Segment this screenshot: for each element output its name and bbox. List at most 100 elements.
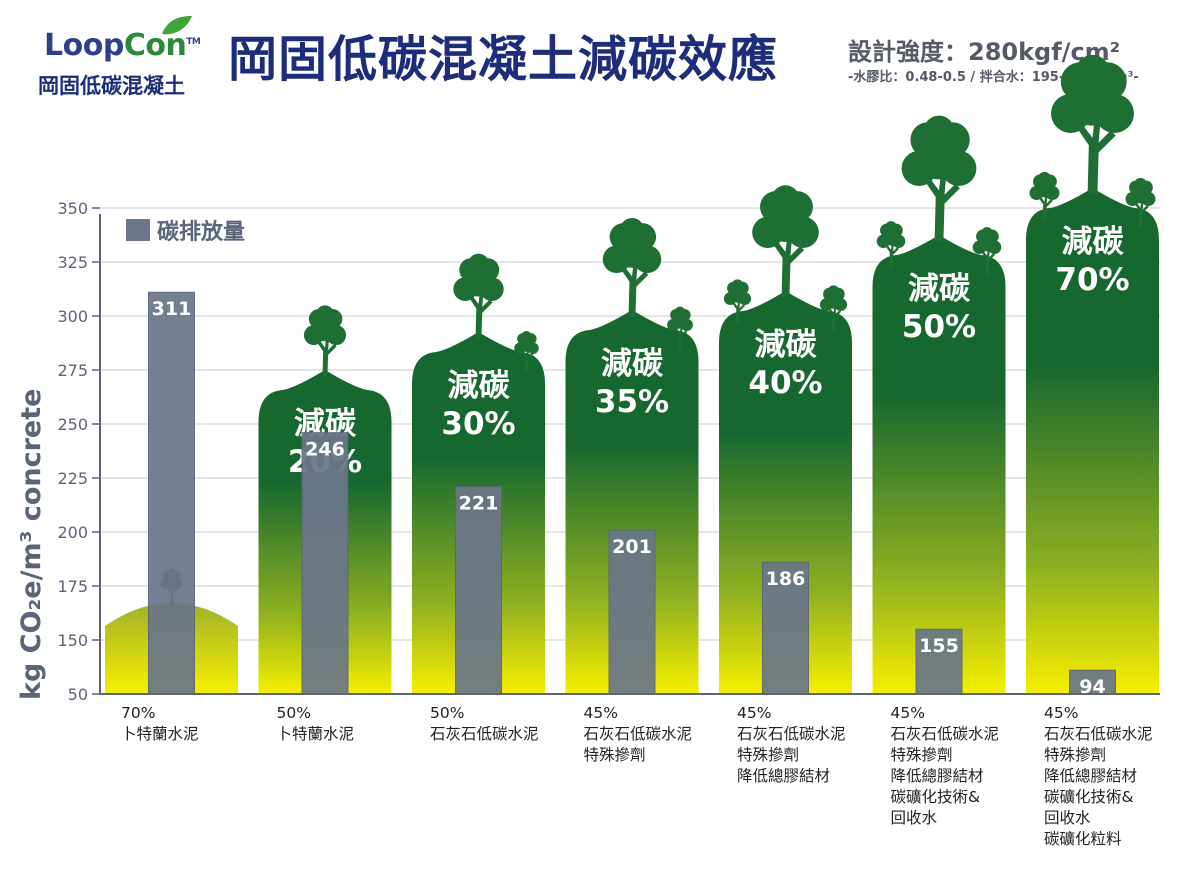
reduction-percent: 35% — [595, 384, 669, 420]
bar-value-label: 186 — [766, 568, 806, 590]
tree-canopy — [834, 298, 848, 311]
tree-trunk — [885, 242, 899, 269]
reduction-label: 減碳 — [1062, 224, 1125, 260]
tree-canopy — [326, 325, 347, 345]
bar — [608, 529, 656, 695]
tree-canopy — [885, 221, 897, 233]
bar — [455, 486, 502, 695]
reduction-label: 減碳 — [755, 327, 818, 363]
tree-icon — [453, 253, 504, 338]
tree-icon — [303, 305, 347, 376]
small-tree-icon — [1029, 171, 1060, 222]
tree-canopy — [771, 185, 800, 213]
y-tick-label: 150 — [57, 631, 88, 650]
tree-canopy — [468, 253, 489, 275]
leaf-icon — [162, 16, 192, 35]
small-tree-icon — [1125, 177, 1156, 228]
tree-canopy — [923, 115, 955, 147]
tree-canopy — [1045, 185, 1060, 200]
reduction-mound — [872, 235, 1006, 694]
page-title: 岡固低碳混凝土減碳效應 — [228, 31, 779, 88]
tree-trunk — [521, 348, 534, 372]
legend-label: 碳排放量 — [157, 219, 245, 245]
tree-canopy — [527, 342, 539, 354]
tree-canopy — [1125, 191, 1140, 206]
reduction-mound — [1026, 188, 1159, 694]
tree-canopy — [752, 216, 784, 248]
tree-canopy — [738, 292, 752, 305]
tree-canopy — [514, 342, 526, 354]
y-tick-label: 225 — [57, 469, 88, 488]
tree-canopy — [901, 150, 937, 186]
tree-trunk — [731, 299, 746, 325]
y-tick-label: 325 — [57, 253, 88, 272]
y-tick-label: 50 — [68, 685, 88, 704]
bar — [915, 628, 963, 695]
tree-trunk — [1075, 115, 1116, 194]
tree-canopy — [1094, 93, 1134, 133]
reduction-percent: 50% — [902, 309, 976, 345]
small-tree-icon — [876, 221, 906, 269]
tree-trunk — [981, 248, 995, 275]
tree-canopy — [1075, 54, 1110, 90]
tree-canopy — [633, 245, 662, 273]
small-tree-icon — [667, 306, 693, 350]
tree-icon — [602, 217, 662, 316]
tree-canopy — [619, 217, 645, 243]
bar — [301, 432, 349, 695]
reduction-label: 減碳 — [601, 346, 664, 382]
tree-icon — [901, 115, 977, 241]
reduction-label: 減碳 — [908, 271, 971, 307]
tree-canopy — [723, 292, 737, 305]
reduction-percent: 70% — [1055, 262, 1129, 298]
logo-word-con: Con — [123, 28, 187, 63]
tree-canopy — [453, 277, 478, 301]
tree-canopy — [479, 277, 504, 301]
bar-value-label: 201 — [612, 536, 652, 558]
bar — [148, 291, 195, 695]
tree-canopy — [941, 150, 977, 186]
category-label: 50% 石灰石低碳水泥 — [430, 704, 539, 743]
tree-canopy — [303, 325, 324, 345]
category-label: 45% 石灰石低碳水泥 特殊摻劑 降低總膠結材 碳礦化技術& 回收水 — [890, 704, 1000, 827]
tree-canopy — [731, 279, 744, 291]
tree-canopy — [1051, 93, 1091, 133]
tree-canopy — [521, 330, 532, 342]
tree-trunk — [923, 170, 960, 241]
design-strength: 設計強度：280kgf/cm² — [848, 38, 1121, 66]
tree-canopy — [876, 234, 891, 248]
logo-tm: TM — [186, 37, 201, 47]
tree-trunk — [1134, 199, 1149, 228]
y-tick-label: 300 — [57, 307, 88, 326]
category-label: 50% 卜特蘭水泥 — [276, 704, 355, 743]
logo: LoopConTM 岡固低碳混凝土 — [28, 8, 218, 100]
tree-icon — [752, 185, 819, 297]
tree-canopy — [972, 240, 987, 254]
legend-swatch — [126, 219, 150, 241]
tree-trunk — [674, 325, 688, 350]
y-tick-label: 350 — [57, 199, 88, 218]
y-tick-label: 200 — [57, 523, 88, 542]
bar-value-label: 221 — [459, 493, 499, 515]
tree-canopy — [1038, 171, 1051, 185]
small-tree-icon — [514, 330, 539, 372]
y-tick-label: 250 — [57, 415, 88, 434]
tree-canopy — [667, 318, 680, 331]
y-tick-label: 275 — [57, 361, 88, 380]
bar-value-label: 311 — [152, 298, 192, 320]
tree-canopy — [819, 298, 833, 311]
tree-trunk — [1038, 193, 1053, 222]
tree-canopy — [787, 216, 819, 248]
reduction-percent: 30% — [441, 406, 515, 442]
tree-trunk — [771, 234, 805, 297]
category-label: 70% 卜特蘭水泥 — [121, 704, 199, 743]
tree-trunk — [316, 336, 337, 376]
category-label: 45% 石灰石低碳水泥 特殊摻劑 降低總膠結材 — [737, 704, 846, 785]
bar-value-label: 246 — [305, 439, 345, 461]
logo-subtitle: 岡固低碳混凝土 — [38, 74, 185, 98]
tree-canopy — [316, 305, 334, 323]
reduction-label: 減碳 — [448, 368, 511, 404]
reduction-mound — [565, 310, 699, 694]
bar-value-label: 94 — [1079, 676, 1105, 698]
